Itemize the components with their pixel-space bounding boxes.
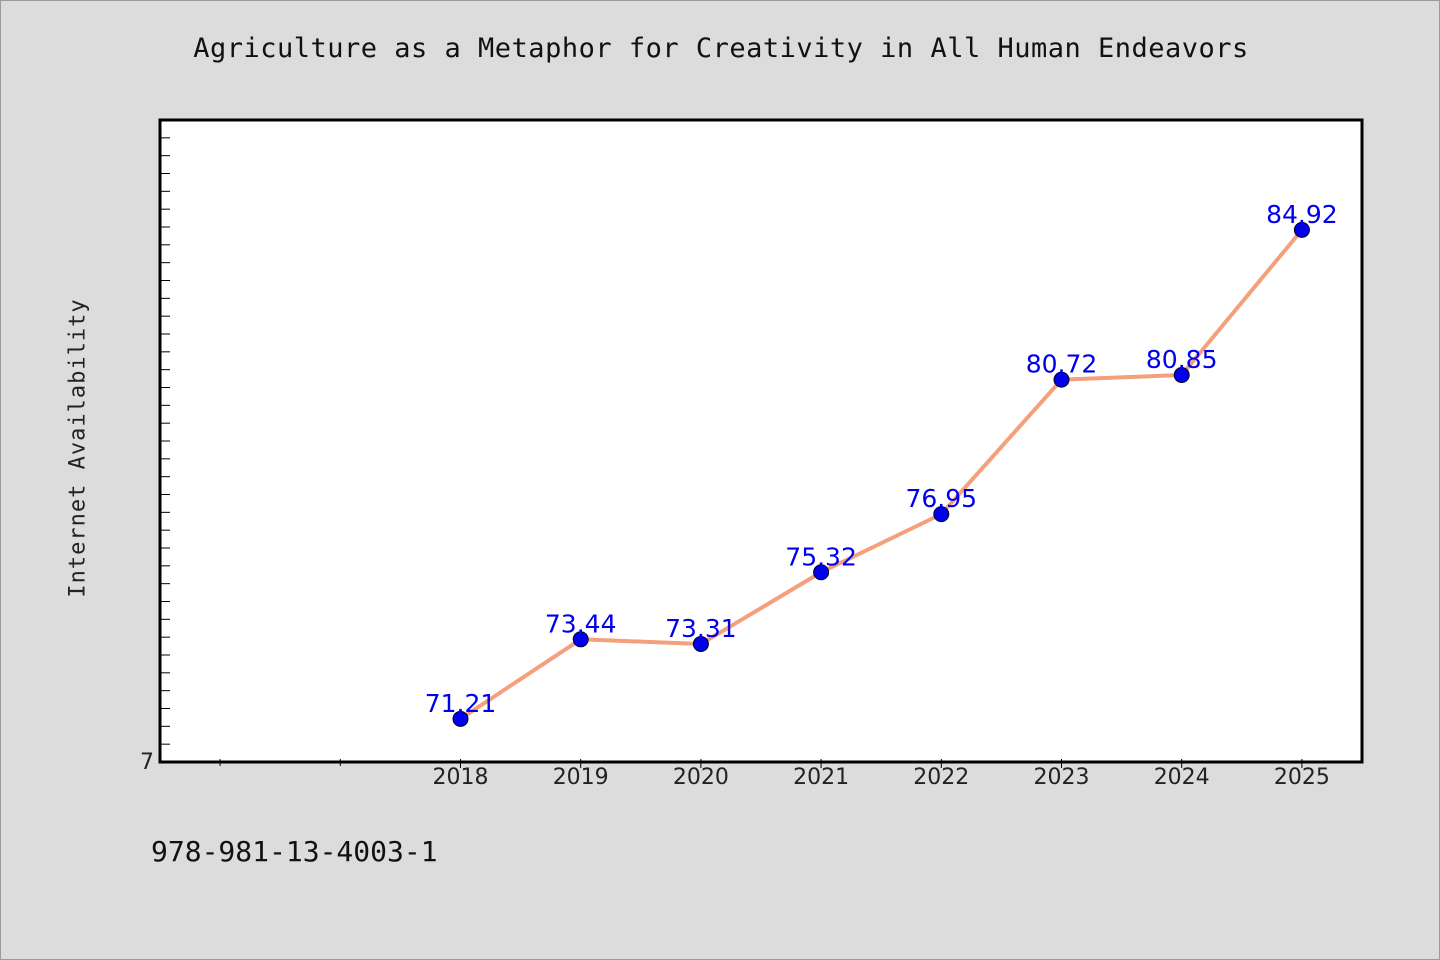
data-label: 80.85: [1146, 345, 1218, 374]
chart-title: Agriculture as a Metaphor for Creativity…: [193, 33, 1249, 64]
data-point: [1053, 371, 1070, 388]
data-point: [1293, 221, 1310, 238]
data-point: [1173, 367, 1190, 384]
data-label: 73.44: [545, 609, 617, 638]
data-point: [572, 631, 589, 648]
data-label: 71.21: [425, 689, 497, 718]
data-label: 73.31: [665, 614, 737, 643]
x-tick-label: 2023: [1034, 765, 1090, 790]
data-point: [813, 564, 830, 581]
x-tick-label: 2021: [793, 765, 849, 790]
x-tick-label: 2020: [673, 765, 729, 790]
data-label: 75.32: [785, 542, 857, 571]
data-label: 84.92: [1266, 200, 1338, 229]
x-tick-label: 2018: [433, 765, 489, 790]
x-tick-label: 2024: [1154, 765, 1210, 790]
footer-isbn: 978-981-13-4003-1: [151, 835, 438, 868]
x-tick-label: 2022: [913, 765, 969, 790]
y-tick-label: 7: [140, 750, 154, 775]
data-label: 76.95: [906, 484, 978, 513]
x-tick-label: 2019: [553, 765, 609, 790]
x-tick-label: 2025: [1274, 765, 1330, 790]
data-label: 80.72: [1026, 350, 1098, 379]
data-point: [692, 635, 709, 652]
data-point: [452, 710, 469, 727]
plot-area: [158, 118, 1364, 764]
series-line: [459, 228, 1304, 721]
data-point: [933, 506, 950, 523]
